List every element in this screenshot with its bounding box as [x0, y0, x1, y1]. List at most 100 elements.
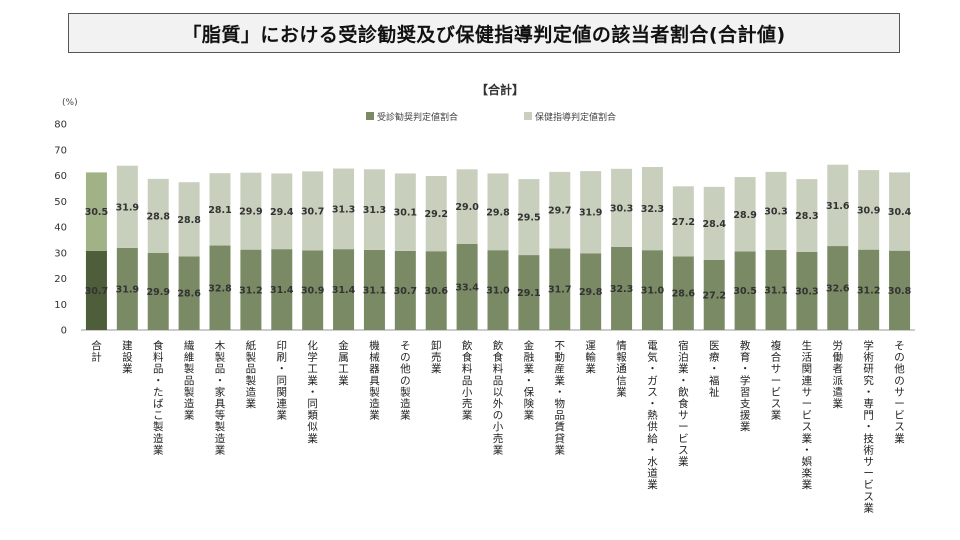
value-label-recommend: 31.9	[116, 284, 139, 295]
category-label: 化学工業・同類似業	[307, 339, 318, 445]
bar-guidance-segment	[333, 168, 355, 250]
value-label-guidance: 29.7	[548, 206, 571, 217]
bar-recommend-segment	[549, 248, 571, 330]
category-label: その他のサービス業	[894, 340, 905, 445]
bar-recommend-segment	[363, 249, 385, 330]
category-label: 情報通信業	[616, 339, 627, 398]
bar-recommend-segment	[425, 251, 447, 330]
bar-recommend-segment	[703, 259, 725, 330]
bar-recommend-segment	[456, 243, 478, 330]
value-label-guidance: 28.9	[733, 210, 756, 221]
bar-guidance-segment	[734, 177, 756, 252]
category-label: 金属工業	[338, 339, 349, 387]
value-label-guidance: 29.8	[486, 207, 510, 218]
bar-guidance-segment	[147, 178, 169, 254]
category-label: 学術研究・専門・技術サービス業	[863, 339, 874, 514]
value-label-guidance: 29.0	[455, 202, 479, 213]
bar-recommend-segment	[209, 245, 231, 330]
category-label: 建設業	[122, 339, 133, 375]
bar-guidance-segment	[240, 172, 262, 250]
bar-guidance-segment	[425, 176, 447, 252]
bar-recommend-segment	[580, 253, 602, 330]
value-label-recommend: 31.2	[857, 285, 880, 296]
category-label: 飲食料品以外の小売業	[493, 339, 504, 456]
category-label: 運輸業	[585, 340, 596, 375]
category-label: 木製品・家具等製造業	[215, 340, 226, 456]
legend-swatch-guidance	[524, 112, 532, 120]
value-label-recommend: 30.7	[394, 286, 417, 297]
bar-guidance-segment	[116, 165, 138, 248]
bar-recommend-segment	[302, 250, 324, 330]
category-label: 労働者派遣業	[833, 339, 844, 410]
value-label-guidance: 30.1	[394, 208, 417, 219]
y-tick-label: 0	[61, 326, 67, 337]
category-label: 印刷・同関連業	[277, 340, 288, 422]
bar-guidance-segment	[456, 169, 478, 244]
value-label-guidance: 31.9	[579, 208, 602, 219]
value-label-guidance: 30.5	[85, 207, 108, 218]
value-label-recommend: 31.4	[332, 285, 356, 296]
value-label-recommend: 29.1	[517, 288, 540, 299]
value-label-guidance: 28.8	[177, 215, 201, 226]
value-label-recommend: 31.0	[486, 286, 510, 297]
legend-swatch-recommend	[366, 112, 374, 120]
value-label-recommend: 30.6	[424, 286, 448, 297]
y-tick-label: 80	[54, 120, 67, 131]
bar-guidance-segment	[178, 182, 200, 257]
value-label-guidance: 30.3	[764, 206, 787, 217]
value-label-guidance: 31.3	[363, 205, 386, 216]
bar-recommend-segment	[889, 250, 911, 330]
value-label-recommend: 29.9	[146, 287, 169, 298]
category-label: 飲食料品小売業	[462, 339, 473, 422]
value-label-guidance: 30.9	[857, 205, 880, 216]
category-label: 電気・ガス・熱供給・水道業	[647, 340, 658, 491]
bar-recommend-segment	[641, 250, 663, 330]
bar-recommend-segment	[487, 250, 509, 330]
value-label-guidance: 28.8	[146, 211, 170, 222]
value-label-guidance: 30.4	[888, 207, 912, 218]
value-label-recommend: 31.1	[764, 285, 787, 296]
category-label: 宿泊業・飲食サービス業	[678, 339, 689, 468]
bar-guidance-segment	[580, 171, 602, 254]
value-label-recommend: 31.7	[548, 285, 571, 296]
bar-recommend-segment	[116, 247, 138, 330]
value-label-recommend: 31.4	[270, 285, 294, 296]
bar-recommend-segment	[827, 246, 849, 330]
value-label-guidance: 30.3	[610, 203, 633, 214]
y-tick-label: 20	[54, 274, 67, 285]
category-label: 食料品・たばこ製造業	[153, 339, 164, 456]
value-label-guidance: 27.2	[672, 217, 695, 228]
bar-guidance-segment	[209, 173, 231, 246]
value-label-guidance: 28.4	[702, 219, 726, 230]
y-tick-label: 10	[54, 300, 67, 311]
value-label-recommend: 31.2	[239, 285, 262, 296]
bar-recommend-segment	[611, 246, 633, 330]
bar-recommend-segment	[734, 251, 756, 330]
value-label-guidance: 29.9	[239, 207, 262, 218]
value-label-guidance: 31.3	[332, 204, 355, 215]
y-unit-label: (%)	[62, 98, 78, 108]
value-label-recommend: 30.7	[85, 286, 108, 297]
category-label: 医療・福祉	[709, 340, 720, 398]
bar-recommend-segment	[271, 249, 293, 330]
category-label: 不動産業・物品賃貸業	[555, 340, 566, 456]
bars	[85, 164, 911, 330]
value-label-guidance: 29.5	[517, 213, 540, 224]
bar-guidance-segment	[827, 164, 849, 247]
value-label-recommend: 32.3	[610, 284, 633, 295]
bar-guidance-segment	[796, 179, 818, 252]
value-label-guidance: 30.7	[301, 206, 324, 217]
bar-guidance-segment	[703, 186, 725, 260]
value-label-recommend: 30.9	[301, 286, 324, 297]
bar-guidance-segment	[549, 171, 571, 249]
category-label: 紙製品製造業	[246, 339, 257, 410]
bar-recommend-segment	[858, 249, 880, 330]
bar-guidance-segment	[363, 169, 385, 250]
value-label-recommend: 32.8	[208, 283, 232, 294]
y-tick-label: 50	[54, 197, 67, 208]
category-label: 生活関連サービス業・娯楽業	[802, 339, 813, 491]
value-label-recommend: 30.5	[733, 286, 756, 297]
bar-guidance-segment	[302, 171, 324, 251]
y-tick-label: 70	[54, 145, 67, 156]
value-label-recommend: 30.8	[888, 286, 912, 297]
